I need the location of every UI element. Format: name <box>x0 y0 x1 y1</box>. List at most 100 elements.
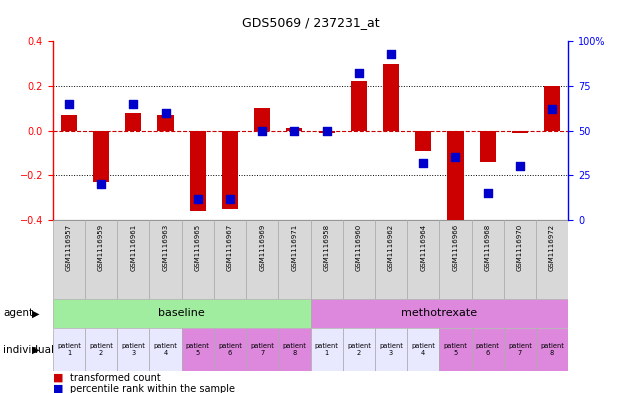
Text: ▶: ▶ <box>32 345 40 355</box>
Text: GDS5069 / 237231_at: GDS5069 / 237231_at <box>242 16 379 29</box>
Bar <box>407 220 440 299</box>
Text: patient
7: patient 7 <box>508 343 532 356</box>
Text: patient
6: patient 6 <box>476 343 500 356</box>
Point <box>419 160 428 166</box>
Text: GSM1116959: GSM1116959 <box>98 224 104 271</box>
Text: individual: individual <box>3 345 54 355</box>
Text: GSM1116960: GSM1116960 <box>356 224 362 271</box>
Bar <box>479 130 496 162</box>
Text: patient
8: patient 8 <box>283 343 306 356</box>
Bar <box>343 220 375 299</box>
Bar <box>53 220 85 299</box>
Point <box>96 181 106 187</box>
Text: GSM1116972: GSM1116972 <box>549 224 555 271</box>
Point <box>515 163 525 170</box>
Bar <box>544 86 560 130</box>
Bar <box>150 220 182 299</box>
Bar <box>85 328 117 371</box>
Bar <box>310 220 343 299</box>
Text: patient
5: patient 5 <box>443 343 468 356</box>
Bar <box>254 108 270 130</box>
Bar <box>504 220 536 299</box>
Bar <box>310 328 343 371</box>
Bar <box>536 220 568 299</box>
Text: patient
8: patient 8 <box>540 343 564 356</box>
Text: GSM1116964: GSM1116964 <box>420 224 426 271</box>
Text: patient
4: patient 4 <box>153 343 178 356</box>
Text: GSM1116965: GSM1116965 <box>195 224 201 271</box>
Bar <box>85 220 117 299</box>
Point <box>225 195 235 202</box>
Text: patient
2: patient 2 <box>347 343 371 356</box>
Point <box>129 101 138 107</box>
Text: transformed count: transformed count <box>70 373 161 383</box>
Text: patient
4: patient 4 <box>411 343 435 356</box>
Bar <box>278 328 310 371</box>
Bar <box>53 299 310 328</box>
Bar <box>214 328 246 371</box>
Bar <box>440 220 471 299</box>
Bar <box>189 130 206 211</box>
Bar <box>182 220 214 299</box>
Bar <box>246 328 278 371</box>
Bar <box>343 328 375 371</box>
Text: agent: agent <box>3 309 34 318</box>
Bar <box>351 81 367 130</box>
Point <box>386 51 396 57</box>
Point <box>257 127 267 134</box>
Text: patient
6: patient 6 <box>218 343 242 356</box>
Point <box>322 127 332 134</box>
Text: GSM1116971: GSM1116971 <box>291 224 297 271</box>
Bar <box>61 115 77 130</box>
Bar <box>447 130 463 220</box>
Bar <box>182 328 214 371</box>
Text: patient
7: patient 7 <box>250 343 274 356</box>
Bar <box>319 130 335 133</box>
Text: ■: ■ <box>53 384 63 393</box>
Text: GSM1116958: GSM1116958 <box>324 224 330 271</box>
Bar <box>93 130 109 182</box>
Bar <box>286 129 302 130</box>
Bar <box>375 220 407 299</box>
Text: methotrexate: methotrexate <box>401 309 478 318</box>
Point <box>289 127 299 134</box>
Text: ■: ■ <box>53 373 63 383</box>
Bar <box>278 220 310 299</box>
Bar <box>440 328 471 371</box>
Text: GSM1116957: GSM1116957 <box>66 224 72 271</box>
Text: patient
1: patient 1 <box>57 343 81 356</box>
Point <box>64 101 74 107</box>
Text: patient
3: patient 3 <box>379 343 403 356</box>
Bar <box>504 328 536 371</box>
Text: GSM1116970: GSM1116970 <box>517 224 523 271</box>
Text: patient
5: patient 5 <box>186 343 210 356</box>
Bar <box>407 328 440 371</box>
Text: GSM1116962: GSM1116962 <box>388 224 394 271</box>
Bar <box>246 220 278 299</box>
Bar <box>158 115 174 130</box>
Bar <box>471 220 504 299</box>
Point <box>161 110 171 116</box>
Bar <box>512 130 528 133</box>
Bar <box>383 64 399 130</box>
Text: GSM1116963: GSM1116963 <box>163 224 168 271</box>
Text: patient
2: patient 2 <box>89 343 113 356</box>
Bar <box>214 220 246 299</box>
Point <box>483 190 492 196</box>
Bar <box>222 130 238 209</box>
Bar <box>125 113 142 130</box>
Bar <box>117 328 150 371</box>
Text: GSM1116967: GSM1116967 <box>227 224 233 271</box>
Bar <box>53 328 85 371</box>
Text: GSM1116968: GSM1116968 <box>484 224 491 271</box>
Text: patient
1: patient 1 <box>315 343 338 356</box>
Bar <box>310 299 568 328</box>
Text: GSM1116969: GSM1116969 <box>259 224 265 271</box>
Point <box>450 154 460 161</box>
Text: baseline: baseline <box>158 309 205 318</box>
Bar <box>375 328 407 371</box>
Bar <box>471 328 504 371</box>
Point <box>354 70 364 77</box>
Text: patient
3: patient 3 <box>121 343 145 356</box>
Point <box>193 195 202 202</box>
